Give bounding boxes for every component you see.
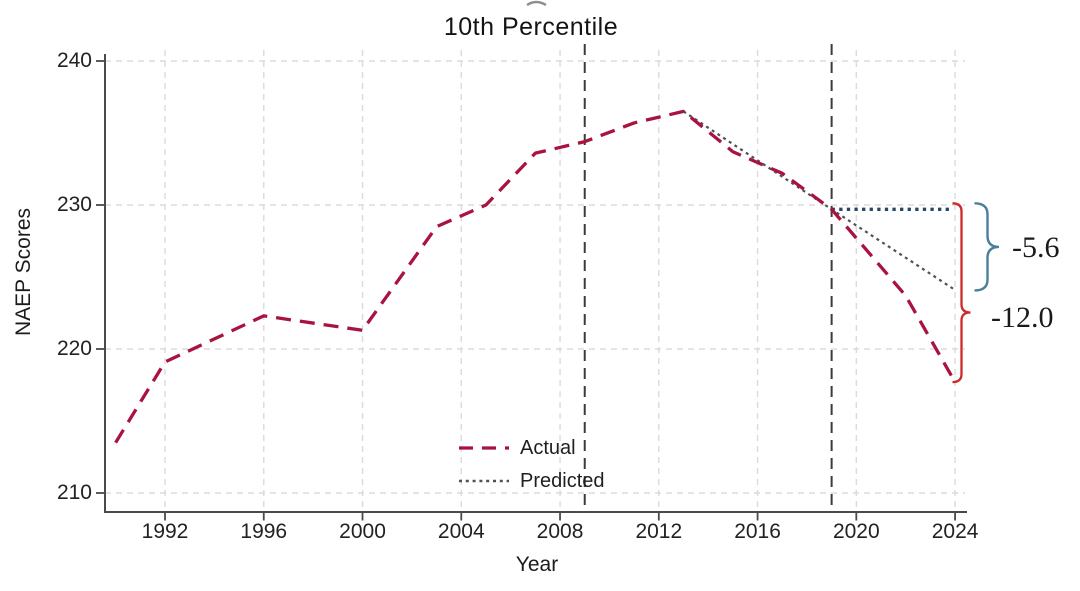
x-tick-label: 2004 [437, 520, 485, 543]
reference-lines [583, 44, 953, 511]
gap-label-predicted: -5.6 [1012, 231, 1060, 264]
x-tick-label: 2012 [635, 520, 683, 543]
gridlines [105, 50, 965, 508]
y-tick-label: 240 [56, 49, 92, 72]
x-tick-label: 1992 [141, 520, 189, 543]
y-tick-label: 230 [56, 193, 92, 216]
x-tick-label: 2016 [734, 520, 781, 543]
y-tick-label: 210 [56, 481, 92, 504]
x-axis-title: Year [515, 553, 559, 576]
predicted-gap-brace [974, 202, 1000, 292]
legend-samples [459, 446, 509, 483]
x-tick-label: 2008 [536, 520, 584, 543]
x-tick-label: 2024 [931, 520, 979, 543]
x-tick-label: 2000 [339, 520, 386, 543]
y-axis-title: NAEP Scores [12, 208, 35, 336]
cropped-text-artifact [526, 0, 547, 7]
axes [96, 54, 967, 521]
legend-label-actual: Actual [520, 437, 576, 459]
series-lines [114, 109, 957, 444]
x-tick-label: 2020 [832, 520, 880, 543]
gap-label-actual: -12.0 [991, 301, 1054, 334]
chart-title: 10th Percentile [443, 13, 619, 41]
actual-gap-brace [952, 202, 971, 384]
x-tick-label: 1996 [240, 520, 288, 543]
actual-line [114, 109, 957, 444]
y-tick-label: 220 [56, 337, 92, 360]
gap-braces [952, 202, 1000, 384]
legend-label-predicted: Predicted [520, 470, 605, 492]
